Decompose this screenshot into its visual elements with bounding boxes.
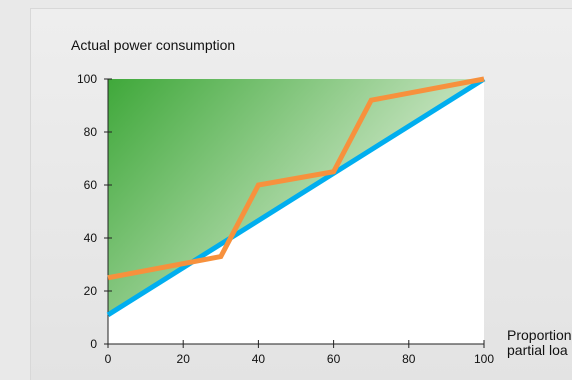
y-tick-label: 80 xyxy=(84,125,98,139)
chart-panel: 0 20 40 60 80 100 0 20 40 60 80 100 Actual power co… xyxy=(30,8,572,380)
y-tick-label: 40 xyxy=(84,231,98,245)
y-tick-label: 20 xyxy=(84,284,98,298)
x-axis-label: Proportion partial loa xyxy=(507,328,572,358)
chart-title: Actual power consumption xyxy=(71,37,236,53)
actual-series-line xyxy=(107,76,485,281)
x-tick-label: 60 xyxy=(327,352,341,366)
x-tick-label: 80 xyxy=(402,352,416,366)
x-tick-label: 40 xyxy=(252,352,266,366)
baseline-series-line xyxy=(106,76,486,317)
chart-svg: 0 20 40 60 80 100 0 20 40 60 80 100 xyxy=(77,72,494,366)
x-axis-label-line-1: Proportion xyxy=(507,327,572,343)
x-axis-label-line-2: partial loa xyxy=(507,342,568,358)
y-tick-label: 60 xyxy=(84,178,98,192)
y-tick-label: 100 xyxy=(77,72,97,86)
x-tick-label: 0 xyxy=(105,352,112,366)
x-tick-label: 100 xyxy=(474,352,494,366)
y-tick-label: 0 xyxy=(90,337,97,351)
x-tick-label: 20 xyxy=(177,352,191,366)
